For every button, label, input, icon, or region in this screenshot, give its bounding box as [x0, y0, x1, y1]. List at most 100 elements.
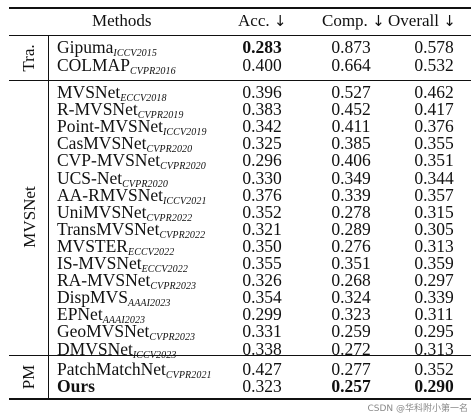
- header-acc-label: Acc.: [238, 11, 270, 30]
- method-name: MVSNetECCV2018: [57, 83, 167, 108]
- comp-value: 0.323: [331, 304, 371, 325]
- overall-value: 0.462: [414, 82, 454, 102]
- method-venue: ECCV2022: [127, 246, 175, 258]
- method-name: UCS-NetCVPR2020: [57, 169, 168, 194]
- acc-value: 0.323: [242, 376, 282, 396]
- table-row: IS-MVSNetECCV2022 0.355 0.351 0.359: [0, 253, 474, 275]
- table-row: Ours 0.323 0.257 0.290: [0, 377, 474, 395]
- overall-value: 0.351: [414, 150, 454, 171]
- acc-value: 0.325: [242, 133, 282, 154]
- acc-value: 0.376: [242, 184, 282, 205]
- table-row: CVP-MVSNetCVPR2020 0.296 0.406 0.351: [0, 150, 474, 172]
- acc-value: 0.350: [242, 235, 282, 256]
- table-row: R-MVSNetCVPR2019 0.383 0.452 0.417: [0, 99, 474, 121]
- method-name: MVSTERECCV2022: [57, 237, 174, 262]
- method-name: R-MVSNetCVPR2019: [57, 100, 184, 125]
- header-methods-label: Methods: [92, 11, 152, 30]
- overall-value: 0.313: [414, 235, 454, 256]
- overall-value: 0.290: [414, 376, 454, 396]
- method-venue: ICCV2023: [132, 349, 177, 361]
- method-venue: CVPR2023: [149, 332, 196, 344]
- method-name-text: MVSNet: [57, 82, 121, 102]
- comp-value: 0.259: [331, 321, 371, 342]
- method-name-text: EPNet: [57, 304, 103, 325]
- table-row: MVSTERECCV2022 0.350 0.276 0.313: [0, 235, 474, 258]
- method-name-text: TransMVSNet: [57, 218, 160, 239]
- overall-value: 0.355: [414, 133, 454, 154]
- comp-value: 0.452: [331, 99, 371, 120]
- top-rule: [9, 7, 471, 9]
- method-name-text: UCS-Net: [57, 167, 123, 188]
- comp-value: 0.278: [331, 201, 371, 222]
- overall-value: 0.376: [414, 116, 454, 137]
- method-name: EPNetAAAI2023: [57, 305, 145, 330]
- method-name-text: PatchMatchNet: [57, 359, 166, 379]
- method-venue: CVPR2020: [160, 161, 206, 173]
- comp-value: 0.351: [331, 253, 371, 273]
- table-row: TransMVSNetCVPR2022 0.321 0.289 0.305: [0, 218, 474, 241]
- method-venue: ECCV2022: [141, 264, 188, 275]
- method-name-text: CasMVSNet: [57, 133, 147, 154]
- method-name: UniMVSNetCVPR2022: [57, 203, 192, 228]
- comp-value: 0.385: [331, 133, 371, 154]
- table-row: PatchMatchNetCVPR2021 0.427 0.277 0.352: [0, 359, 474, 381]
- comp-value: 0.276: [331, 235, 371, 256]
- acc-value: 0.321: [242, 218, 282, 239]
- acc-value: 0.352: [242, 201, 282, 222]
- method-venue: CVPR2020: [146, 144, 193, 156]
- table-row: UniMVSNetCVPR2022 0.352 0.278 0.315: [0, 201, 474, 224]
- header-comp: Comp. ↓: [322, 11, 385, 31]
- table-row: Point-MVSNetICCV2019 0.342 0.411 0.376: [0, 116, 474, 138]
- header-acc: Acc. ↓: [238, 11, 286, 31]
- method-name-text: Gipuma: [57, 37, 114, 57]
- method-venue: CVPR2021: [165, 370, 212, 381]
- method-venue: AAAI2023: [128, 298, 171, 310]
- acc-value: 0.296: [242, 150, 282, 171]
- method-venue: CVPR2022: [146, 212, 193, 224]
- acc-value: 0.342: [242, 116, 282, 137]
- table-row: AA-RMVSNetICCV2021 0.376 0.339 0.357: [0, 184, 474, 207]
- overall-value: 0.295: [414, 321, 454, 342]
- method-name: CVP-MVSNetCVPR2020: [57, 151, 206, 176]
- acc-value: 0.299: [242, 304, 282, 325]
- method-venue: CVPR2020: [122, 178, 168, 190]
- comp-value: 0.277: [331, 359, 371, 379]
- method-name-text: UniMVSNet: [57, 201, 147, 222]
- method-venue: CVPR2016: [129, 66, 176, 77]
- group-rule-2: [9, 355, 471, 356]
- method-name: DMVSNetICCV2023: [57, 340, 176, 365]
- table-row: UCS-NetCVPR2020 0.330 0.349 0.344: [0, 167, 474, 190]
- table-row: EPNetAAAI2023 0.299 0.323 0.311: [0, 304, 474, 326]
- overall-value: 0.344: [414, 167, 454, 188]
- header-comp-label: Comp.: [322, 11, 368, 30]
- acc-value: 0.400: [242, 55, 282, 75]
- method-name-text: COLMAP: [57, 55, 130, 75]
- method-venue: CVPR2022: [159, 229, 206, 241]
- method-name: AA-RMVSNetICCV2021: [57, 186, 207, 211]
- method-name-text: MVSTER: [57, 235, 128, 256]
- acc-value: 0.355: [242, 253, 282, 273]
- comp-value: 0.411: [331, 116, 371, 137]
- comp-value: 0.289: [331, 218, 371, 239]
- method-name: CasMVSNetCVPR2020: [57, 134, 192, 159]
- bottom-rule: [9, 398, 471, 400]
- header-overall-label: Overall: [388, 11, 439, 30]
- method-name: RA-MVSNetCVPR2023: [57, 271, 196, 296]
- method-name: IS-MVSNetECCV2022: [57, 254, 188, 279]
- overall-value: 0.352: [414, 359, 454, 379]
- method-name-text: CVP-MVSNet: [57, 150, 161, 171]
- overall-value: 0.339: [414, 287, 454, 308]
- method-name: Point-MVSNetICCV2019: [57, 117, 207, 142]
- method-venue: ECCV2018: [120, 93, 167, 104]
- method-name-text: Ours: [57, 376, 95, 396]
- method-name: PatchMatchNetCVPR2021: [57, 360, 212, 385]
- method-name: TransMVSNetCVPR2022: [57, 220, 205, 245]
- table-row: DispMVSAAAI2023 0.354 0.324 0.339: [0, 287, 474, 310]
- overall-value: 0.305: [414, 218, 454, 239]
- overall-value: 0.311: [414, 304, 454, 325]
- method-name-text: Point-MVSNet: [57, 116, 163, 137]
- method-name-text: R-MVSNet: [57, 99, 138, 120]
- table-row: GipumaICCV2015 0.283 0.873 0.578: [0, 37, 474, 59]
- overall-value: 0.578: [414, 37, 454, 57]
